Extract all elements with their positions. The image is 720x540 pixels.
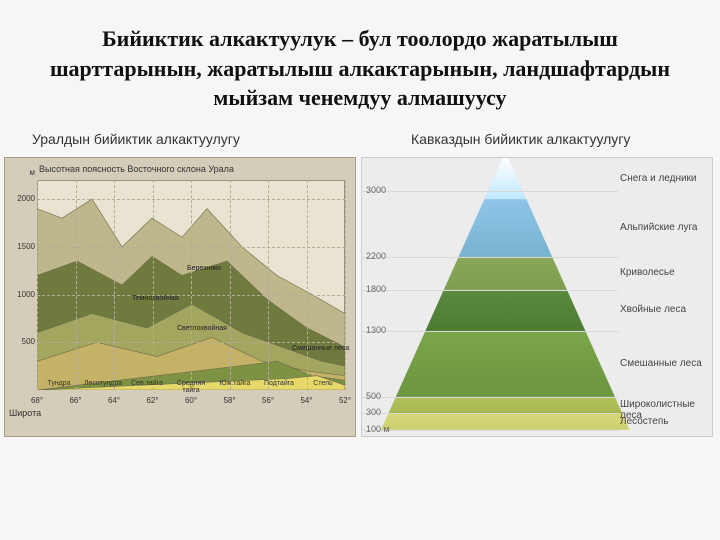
caucasus-zone-label: Смешанные леса [620, 358, 702, 369]
caucasus-grid-h [362, 257, 618, 258]
caucasus-ytick: 1300 [366, 325, 386, 335]
column-caucasus: Кавказдын бийиктик алкактуулугу 3000 2200… [361, 125, 716, 437]
diagrams-row: Уралдын бийиктик алкактуулугу Высотная п… [0, 125, 720, 437]
ural-ytick: 2000 [9, 194, 35, 203]
caucasus-chart-svg [362, 158, 713, 437]
ural-layer-label: Светлохвойная [177, 325, 227, 332]
ural-xtick: 68° [23, 396, 51, 405]
subtitle-ural: Уралдын бийиктик алкактуулугу [4, 125, 359, 157]
ural-grid-v [191, 180, 192, 390]
caucasus-zone-alpine [459, 199, 553, 257]
caucasus-ytick: 300 [366, 407, 381, 417]
ural-xtick: 56° [254, 396, 282, 405]
caucasus-ytick: 100 м [366, 424, 390, 434]
ural-xzone: Подтайга [257, 380, 301, 387]
caucasus-grid-h [362, 397, 618, 398]
ural-xtick: 66° [62, 396, 90, 405]
caucasus-zone-lesostep [381, 413, 630, 429]
caucasus-grid-h [362, 191, 618, 192]
caucasus-zone-conifer [425, 290, 585, 331]
ural-layer-label: Темнохвойная [132, 295, 179, 302]
ural-chart-caption: Высотная поясность Восточного склона Ура… [39, 164, 234, 174]
ural-xzone: Тундра [37, 380, 81, 387]
ural-grid-v [153, 180, 154, 390]
ural-ytick: 1500 [9, 242, 35, 251]
ural-y-unit: м [9, 168, 35, 177]
caucasus-ytick: 500 [366, 391, 381, 401]
ural-xzone: Юж.тайга [213, 380, 257, 387]
ural-xzone: Средняя тайга [169, 380, 213, 394]
ural-ytick: 1000 [9, 290, 35, 299]
ural-grid-v [114, 180, 115, 390]
ural-xzone: Лесотундра [81, 380, 125, 387]
ural-x-axis-label: Широта [9, 408, 41, 418]
caucasus-zone-snow [484, 158, 526, 199]
caucasus-grid-h [362, 430, 618, 431]
ural-xzone: Сев.тайга [125, 380, 169, 387]
ural-grid-v [230, 180, 231, 390]
ural-grid-v [345, 180, 346, 390]
caucasus-zone-label: Хвойные леса [620, 304, 686, 315]
caucasus-zone-label: Снега и ледники [620, 173, 697, 184]
caucasus-ytick: 1800 [366, 284, 386, 294]
ural-grid-v [268, 180, 269, 390]
ural-xtick: 58° [216, 396, 244, 405]
ural-xtick: 62° [139, 396, 167, 405]
caucasus-grid-h [362, 331, 618, 332]
ural-xtick: 54° [293, 396, 321, 405]
ural-xtick: 52° [331, 396, 356, 405]
caucasus-grid-h [362, 413, 618, 414]
caucasus-ytick: 3000 [366, 185, 386, 195]
caucasus-zone-krivo [444, 257, 567, 290]
ural-grid-v [307, 180, 308, 390]
ural-xtick: 60° [177, 396, 205, 405]
ural-grid-v [37, 180, 38, 390]
column-ural: Уралдын бийиктик алкактуулугу Высотная п… [4, 125, 359, 437]
ural-xtick: 64° [100, 396, 128, 405]
caucasus-ytick: 2200 [366, 251, 386, 261]
caucasus-zone-label: Альпийские луга [620, 222, 697, 233]
ural-xzone: Степь [301, 380, 345, 387]
panel-ural: Высотная поясность Восточного склона Ура… [4, 157, 356, 437]
subtitle-caucasus: Кавказдын бийиктик алкактуулугу [361, 125, 716, 157]
ural-grid-v [76, 180, 77, 390]
ural-ytick: 500 [9, 337, 35, 346]
caucasus-zone-label: Криволесье [620, 267, 675, 278]
caucasus-grid-h [362, 290, 618, 291]
caucasus-zone-mixed [396, 331, 615, 397]
ural-layer-label: Смешанные леса [292, 345, 349, 352]
panel-caucasus: 3000 2200 1800 1300 500 300 100 м Снега и ледни… [361, 157, 713, 437]
caucasus-zone-label: Лесостепь [620, 416, 668, 427]
page-title: Бийиктик алкактуулук – бул тоолордо жара… [0, 0, 720, 125]
caucasus-zone-broadleaf [388, 397, 622, 413]
ural-layer-label: Березняки [187, 265, 221, 272]
